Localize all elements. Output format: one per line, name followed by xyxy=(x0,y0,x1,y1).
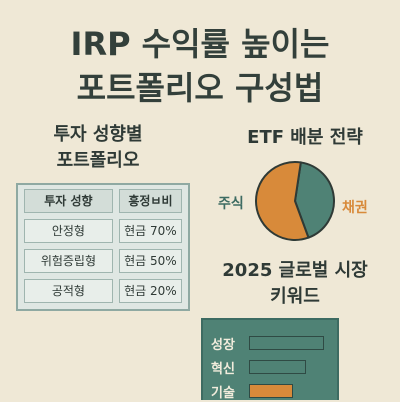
page-title: IRP 수익률 높이는 포트폴리오 구성법 xyxy=(0,22,400,110)
keyword-row: 성장 xyxy=(211,332,324,354)
pie-slice-1 xyxy=(255,161,310,241)
table-cell: 현금 20% xyxy=(118,279,182,303)
keyword-label: 성장 xyxy=(211,337,235,353)
keyword-label: 혁신 xyxy=(211,361,235,377)
keyword-label: 기술 xyxy=(211,385,235,401)
table-row: 공적형 현금 20% xyxy=(24,279,182,303)
table-cell: 위험증립형 xyxy=(24,249,113,273)
pie-label-stock: 주식 xyxy=(218,196,244,212)
keyword-bar xyxy=(249,336,324,350)
keyword-title-line-1: 2025 글로벌 시장 xyxy=(222,260,368,281)
keyword-title-line-2: 키워드 xyxy=(270,286,320,307)
table-cell: 현금 70% xyxy=(118,219,182,243)
portfolio-section-title: 투자 성향별 포트폴리오 xyxy=(18,122,178,174)
table-header-row: 투자 성향 흥정ㅂ비 xyxy=(24,189,182,213)
keyword-row: 혁신 xyxy=(211,356,306,378)
title-line-2: 포트폴리오 구성법 xyxy=(76,69,324,107)
table-header-cell: 흥정ㅂ비 xyxy=(118,189,182,213)
table-cell: 현금 50% xyxy=(118,249,182,273)
table-cell: 안정형 xyxy=(24,219,113,243)
keyword-bar xyxy=(249,384,293,398)
pie-slice-0 xyxy=(293,161,335,239)
title-line-1: IRP 수익률 높이는 xyxy=(70,25,330,63)
keyword-row: 기술 xyxy=(211,380,293,402)
table-row: 위험증립형 현금 50% xyxy=(24,249,182,273)
table-row: 안정형 현금 70% xyxy=(24,219,182,243)
keyword-section-title: 2025 글로벌 시장 키워드 xyxy=(190,258,400,310)
keyword-bar xyxy=(249,360,306,374)
portfolio-title-line-1: 투자 성향별 xyxy=(53,124,143,145)
table-header-cell: 투자 성향 xyxy=(24,189,113,213)
pie-label-bond: 채권 xyxy=(342,200,368,216)
portfolio-title-line-2: 포트폴리오 xyxy=(56,150,140,171)
etf-section-title: ETF 배분 전략 xyxy=(247,127,363,148)
table-cell: 공적형 xyxy=(24,279,113,303)
risk-profile-table: 투자 성향 흥정ㅂ비 안정형 현금 70% 위험증립형 현금 50% 공적형 현… xyxy=(16,183,190,311)
etf-pie-chart xyxy=(255,161,335,241)
